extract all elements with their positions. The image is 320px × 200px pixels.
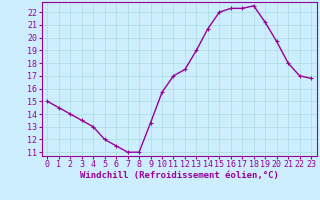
X-axis label: Windchill (Refroidissement éolien,°C): Windchill (Refroidissement éolien,°C) [80, 171, 279, 180]
